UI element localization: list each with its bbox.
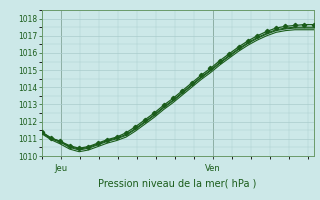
X-axis label: Pression niveau de la mer( hPa ): Pression niveau de la mer( hPa ) [99,178,257,188]
